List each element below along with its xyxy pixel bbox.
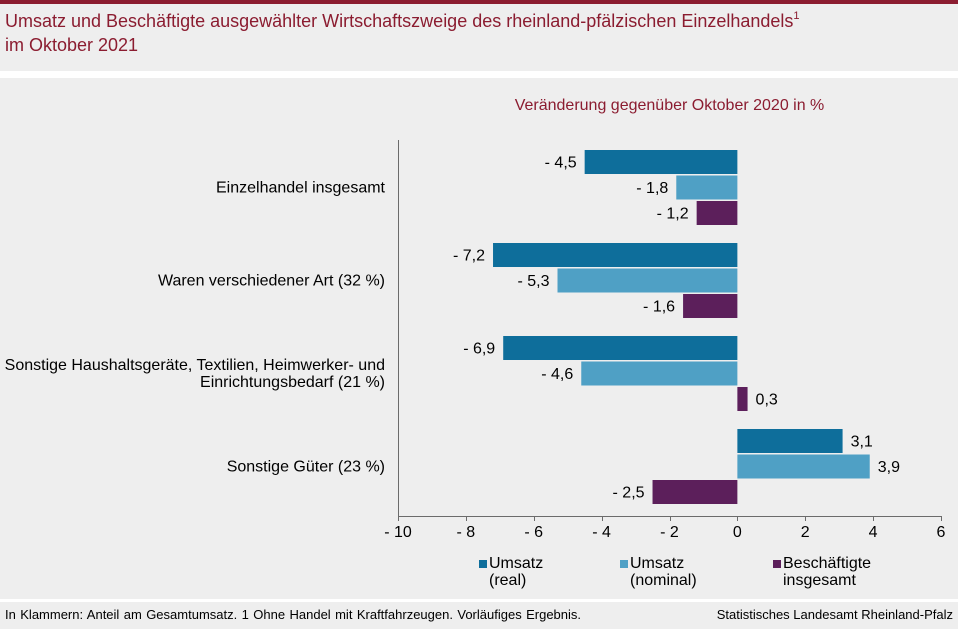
legend-label-umsatz-real: Umsatz (real): [489, 555, 544, 589]
top-accent-bar: [0, 0, 958, 4]
chart-panel: [0, 78, 958, 599]
title-footnote-mark: 1: [793, 10, 800, 22]
bar-beschaeftigte-insgesamt: [737, 387, 748, 411]
category-label: Sonstige Haushaltsgeräte, Textilien, Hei…: [4, 356, 385, 391]
legend-item-umsatz-real: Umsatz (real): [479, 555, 543, 589]
value-label: - 7,2: [453, 248, 485, 265]
x-tick-label: - 10: [384, 524, 412, 541]
bar-umsatz-nominal: [737, 454, 870, 479]
chart-title-line1: Umsatz und Beschäftigte ausgewählter Wir…: [5, 11, 794, 31]
value-label: - 6,9: [463, 341, 495, 358]
x-tick-label: - 2: [660, 524, 679, 541]
footer-panel: [0, 602, 958, 629]
chart-subtitle: Veränderung gegenüber Oktober 2020 in %: [515, 97, 825, 114]
value-label: - 4,6: [541, 366, 573, 383]
bar-umsatz-real: [584, 150, 738, 174]
x-tick-label: 2: [801, 524, 810, 541]
x-tick-label: - 4: [592, 524, 611, 541]
legend-label-beschaeftigte: Beschäftigte insgesamt: [783, 555, 872, 589]
legend-item-beschaeftigte: Beschäftigte insgesamt: [773, 555, 871, 589]
category-label: Waren verschiedener Art (32 %): [157, 272, 385, 289]
value-label: - 1,6: [643, 299, 675, 316]
x-tick-label: - 8: [457, 524, 476, 541]
x-tick-label: 4: [869, 524, 878, 541]
bar-umsatz-nominal: [581, 361, 738, 386]
legend-swatch-umsatz-nominal: [620, 560, 628, 568]
bar-umsatz-real: [493, 243, 738, 267]
value-label: 3,9: [878, 459, 900, 476]
x-tick-label: 6: [937, 524, 946, 541]
x-tick-label: - 6: [524, 524, 543, 541]
legend-swatch-beschaeftigte: [773, 560, 781, 568]
value-label: 0,3: [756, 392, 778, 409]
footnote: In Klammern: Anteil am Gesamtumsatz. 1 O…: [5, 607, 582, 622]
bar-umsatz-nominal: [676, 175, 738, 200]
value-label: - 5,3: [517, 273, 549, 290]
legend-item-umsatz-nominal: Umsatz (nominal): [620, 555, 697, 589]
x-tick-label: 0: [733, 524, 742, 541]
value-label: - 1,8: [636, 180, 668, 197]
value-label: - 1,2: [657, 206, 689, 223]
bar-beschaeftigte-insgesamt: [652, 480, 738, 504]
source-credit: Statistisches Landesamt Rheinland-Pfalz: [716, 607, 953, 622]
chart-title: Umsatz und Beschäftigte ausgewählter Wir…: [5, 9, 800, 57]
value-label: 3,1: [851, 434, 873, 451]
legend-label-umsatz-nominal: Umsatz (nominal): [630, 555, 697, 589]
category-label: Einzelhandel insgesamt: [216, 179, 385, 196]
bar-beschaeftigte-insgesamt: [696, 201, 738, 225]
bar-umsatz-real: [503, 336, 738, 360]
legend-swatch-umsatz-real: [479, 560, 487, 568]
title-panel: [0, 4, 958, 71]
chart-title-line2: im Oktober 2021: [5, 35, 139, 55]
value-label: - 2,5: [613, 485, 645, 502]
value-label: - 4,5: [545, 155, 577, 172]
bar-umsatz-nominal: [557, 268, 738, 293]
bar-beschaeftigte-insgesamt: [683, 294, 738, 318]
bar-umsatz-real: [737, 429, 843, 453]
category-label: Sonstige Güter (23 %): [226, 458, 385, 475]
